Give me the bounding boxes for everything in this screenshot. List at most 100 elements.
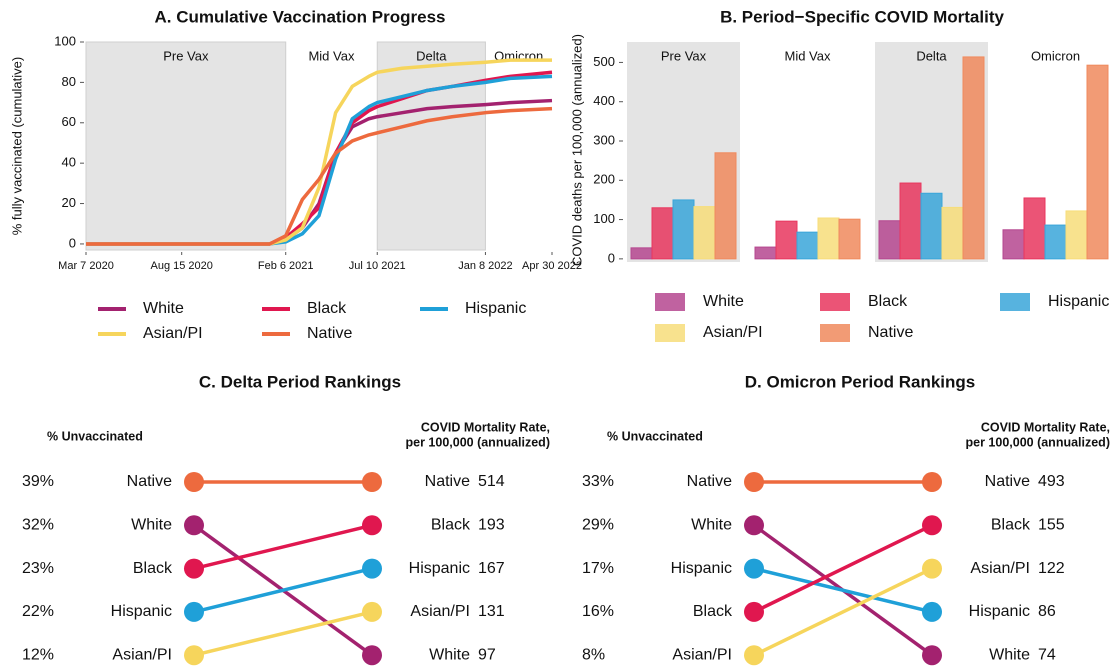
bar xyxy=(714,152,737,260)
left-value-label: 29% xyxy=(582,517,614,534)
legend-label: Asian/PI xyxy=(143,325,203,342)
y-tick-label: 400 xyxy=(593,93,615,108)
right-value: 155 xyxy=(1038,517,1065,534)
legend-swatch xyxy=(655,324,685,342)
legend-label: Asian/PI xyxy=(703,324,763,341)
left-value-label: 22% xyxy=(22,603,54,620)
bar xyxy=(962,56,985,260)
bar xyxy=(1086,64,1109,260)
period-label: Mid Vax xyxy=(308,48,354,63)
right-name: Black xyxy=(991,517,1031,534)
right-value: 74 xyxy=(1038,646,1056,663)
y-tick-label: 20 xyxy=(62,195,76,210)
period-shade xyxy=(376,41,486,251)
left-name: Hispanic xyxy=(111,603,172,620)
left-dot xyxy=(744,601,764,622)
rank-line xyxy=(193,610,373,657)
left-dot xyxy=(744,645,764,666)
right-value: 193 xyxy=(478,517,505,534)
left-value-label: 16% xyxy=(582,603,614,620)
bar xyxy=(1023,197,1046,260)
legend-label: Native xyxy=(307,325,352,342)
bar xyxy=(1044,224,1067,260)
chart-title: A. Cumulative Vaccination Progress xyxy=(155,7,446,26)
legend-label: Black xyxy=(868,293,908,310)
left-value-label: 17% xyxy=(582,560,614,577)
right-dot xyxy=(922,558,942,579)
rank-line xyxy=(753,523,933,614)
left-dot xyxy=(184,558,204,579)
rank-line xyxy=(193,523,373,571)
bar xyxy=(817,217,840,260)
right-name: White xyxy=(989,646,1030,663)
left-header: % Unvaccinated xyxy=(47,429,143,443)
right-name: White xyxy=(429,646,470,663)
left-dot xyxy=(184,645,204,666)
bar xyxy=(878,220,901,260)
bar xyxy=(920,192,943,260)
y-tick-label: 200 xyxy=(593,172,615,187)
right-name: Native xyxy=(985,473,1030,490)
left-name: White xyxy=(131,517,172,534)
left-value-label: 39% xyxy=(22,473,54,490)
period-shade xyxy=(85,41,287,251)
y-axis-label: COVID deaths per 100,000 (annualized) xyxy=(569,34,584,266)
right-dot xyxy=(362,515,382,536)
chart-title: D. Omicron Period Rankings xyxy=(745,372,976,391)
right-dot xyxy=(922,515,942,536)
right-value: 86 xyxy=(1038,603,1056,620)
left-value-label: 12% xyxy=(22,646,54,663)
right-dot xyxy=(362,601,382,622)
period-label: Delta xyxy=(416,48,447,63)
right-value: 131 xyxy=(478,603,505,620)
legend-swatch xyxy=(1000,293,1030,311)
legend-label: Hispanic xyxy=(1048,293,1109,310)
legend-label: Native xyxy=(868,324,913,341)
right-header: per 100,000 (annualized) xyxy=(405,435,550,449)
facet-label: Mid Vax xyxy=(785,48,831,63)
rank-line xyxy=(753,567,933,657)
right-dot xyxy=(922,472,942,492)
right-name: Native xyxy=(425,473,470,490)
legend-swatch xyxy=(820,324,850,342)
x-tick-label: Feb 6 2021 xyxy=(258,260,314,272)
y-tick-label: 0 xyxy=(69,235,76,250)
y-tick-label: 100 xyxy=(593,211,615,226)
bar xyxy=(672,199,695,260)
right-dot xyxy=(922,601,942,622)
y-tick-label: 40 xyxy=(62,155,76,170)
period-label: Pre Vax xyxy=(163,48,209,63)
x-tick-label: Apr 30 2022 xyxy=(522,260,582,272)
right-dot xyxy=(922,645,942,666)
bar xyxy=(754,246,777,260)
legend-label: White xyxy=(143,300,184,317)
right-value: 97 xyxy=(478,646,496,663)
left-name: White xyxy=(691,517,732,534)
right-value: 493 xyxy=(1038,473,1065,490)
y-tick-label: 500 xyxy=(593,54,615,69)
legend-label: Hispanic xyxy=(465,300,526,317)
x-tick-label: Aug 15 2020 xyxy=(151,260,213,272)
bar xyxy=(651,207,674,260)
x-tick-label: Mar 7 2020 xyxy=(58,260,114,272)
right-name: Asian/PI xyxy=(410,603,470,620)
x-tick-label: Jul 10 2021 xyxy=(349,260,406,272)
bar xyxy=(796,231,819,260)
bar xyxy=(630,247,653,260)
right-header: COVID Mortality Rate, xyxy=(421,420,550,434)
left-value-label: 33% xyxy=(582,473,614,490)
y-tick-label: 60 xyxy=(62,114,76,129)
legend-swatch xyxy=(655,293,685,311)
chart-title: B. Period−Specific COVID Mortality xyxy=(720,7,1004,26)
right-value: 514 xyxy=(478,473,505,490)
left-name: Native xyxy=(687,473,732,490)
left-value-label: 8% xyxy=(582,646,605,663)
right-dot xyxy=(362,645,382,666)
left-dot xyxy=(744,515,764,536)
legend-label: White xyxy=(703,293,744,310)
left-header: % Unvaccinated xyxy=(607,429,703,443)
x-tick-label: Jan 8 2022 xyxy=(458,260,512,272)
bar xyxy=(775,220,798,260)
y-tick-label: 0 xyxy=(608,250,615,265)
